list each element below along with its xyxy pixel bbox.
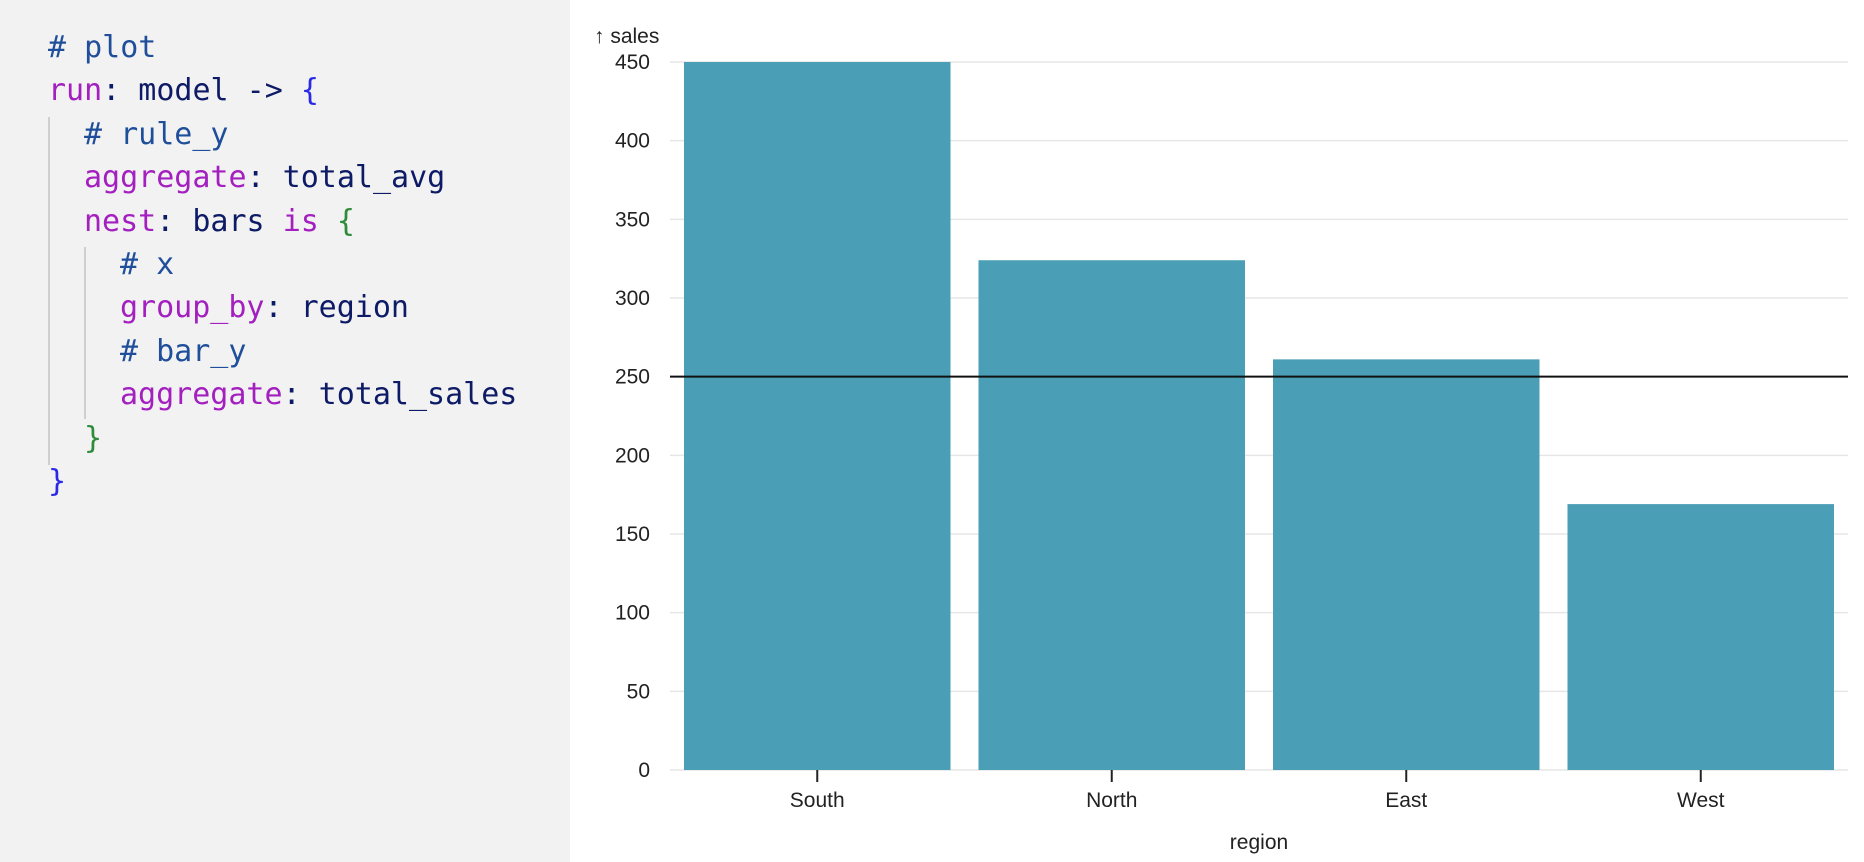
indent-guide-nest (84, 247, 86, 419)
code-token: { (318, 203, 355, 239)
code-line: # x (120, 247, 174, 283)
code-token: : model -> (102, 73, 301, 109)
y-axis-label: ↑ sales (594, 25, 659, 48)
indent-guide-run (48, 117, 50, 465)
bar-chart: 0 50 100 150 200 250 300 350 400 450 ↑ sales South N… (594, 25, 1848, 854)
y-tick-label: 150 (615, 523, 650, 546)
y-tick-label: 450 (615, 51, 650, 74)
x-tick-label: West (1677, 789, 1725, 812)
code-token: } (84, 420, 103, 456)
code-token: # bar_y (120, 333, 247, 369)
code-line: aggregate: total_avg (84, 160, 445, 196)
y-tick-label: 250 (615, 366, 650, 389)
code-line: aggregate: total_sales (120, 377, 517, 413)
y-tick-label: 200 (615, 444, 650, 467)
code-line: # rule_y (84, 117, 229, 153)
y-tick-label: 100 (615, 602, 650, 625)
y-tick-label: 400 (615, 130, 650, 153)
code-line: # bar_y (120, 334, 246, 370)
code-line: } (48, 464, 66, 500)
code-token: { (300, 73, 319, 109)
code-token: : total_avg (246, 160, 446, 196)
y-tick-label: 300 (615, 287, 650, 310)
y-tick-label: 0 (638, 759, 650, 782)
chart-panel: 0 50 100 150 200 250 300 350 400 450 ↑ sales South N… (570, 0, 1864, 862)
code-token: nest (84, 203, 157, 239)
code-token: aggregate (120, 377, 283, 413)
x-tick-label: South (790, 789, 845, 812)
code-token: # plot (48, 30, 157, 65)
code-token: : total_sales (282, 377, 518, 413)
code-token: } (48, 464, 67, 499)
code-line: } (84, 421, 102, 457)
code-line: run: model -> { (48, 73, 319, 109)
code-line: nest: bars is { (84, 204, 355, 240)
code-token: group_by (120, 290, 265, 326)
code-editor[interactable]: # plot run: model -> {# rule_y aggregate: … (0, 0, 570, 862)
code-token: aggregate (84, 160, 247, 196)
code-line: group_by: region (120, 290, 409, 326)
code-line: # plot (48, 30, 156, 66)
code-token: is (282, 203, 319, 239)
bar-south (684, 62, 951, 770)
code-token: : bars (156, 203, 283, 239)
code-token: run (48, 73, 103, 109)
bar-north (978, 260, 1245, 770)
x-tick-label: North (1086, 789, 1137, 812)
code-token: # x (120, 247, 175, 282)
bar-east (1273, 359, 1540, 770)
x-tick-label: East (1385, 789, 1427, 812)
y-tick-label: 50 (627, 680, 650, 703)
y-tick-label: 350 (615, 208, 650, 231)
code-token: # rule_y (84, 116, 229, 152)
x-axis-label: region (1230, 831, 1288, 854)
code-token: : region (264, 290, 410, 326)
bar-west (1567, 504, 1834, 770)
